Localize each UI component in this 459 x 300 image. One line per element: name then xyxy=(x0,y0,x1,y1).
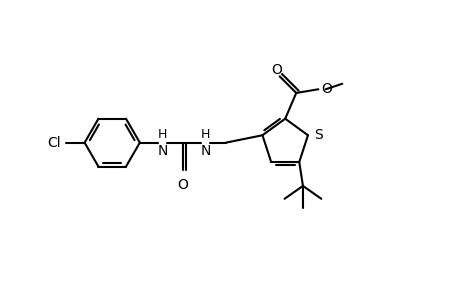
Text: O: O xyxy=(177,178,188,192)
Text: Cl: Cl xyxy=(47,136,61,150)
Text: H: H xyxy=(201,128,210,141)
Text: O: O xyxy=(320,82,331,96)
Text: S: S xyxy=(314,128,323,142)
Text: H: H xyxy=(157,128,167,141)
Text: N: N xyxy=(157,145,168,158)
Text: N: N xyxy=(200,145,210,158)
Text: O: O xyxy=(271,63,281,77)
